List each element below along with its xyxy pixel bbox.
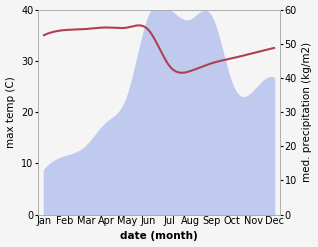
- Y-axis label: max temp (C): max temp (C): [5, 76, 16, 148]
- Y-axis label: med. precipitation (kg/m2): med. precipitation (kg/m2): [302, 42, 313, 182]
- X-axis label: date (month): date (month): [120, 231, 198, 242]
